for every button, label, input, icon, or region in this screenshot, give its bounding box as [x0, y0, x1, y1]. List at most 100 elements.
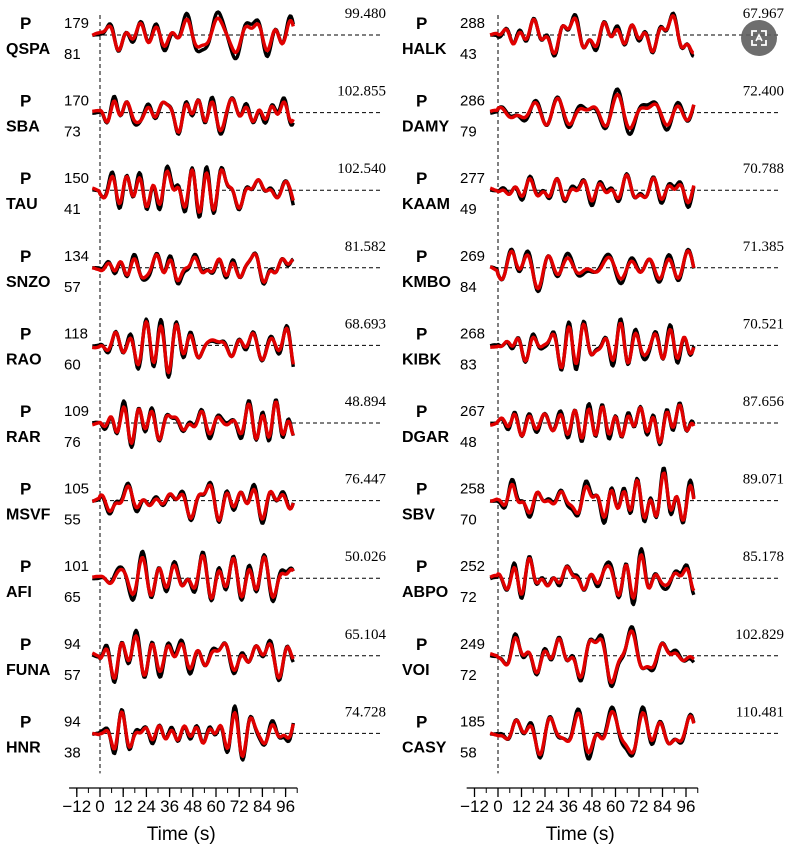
- phase-label: P: [20, 92, 31, 111]
- station-label: MSVF: [6, 507, 51, 524]
- phase-label: P: [416, 14, 427, 33]
- azimuth-value: 105: [64, 481, 89, 498]
- station-label: SNZO: [6, 274, 50, 291]
- phase-label: P: [20, 402, 31, 421]
- station-label: VOI: [402, 662, 430, 679]
- phase-label: P: [416, 402, 427, 421]
- station-label: HALK: [402, 41, 447, 58]
- azimuth-value: 94: [64, 713, 81, 730]
- x-tick-label: 36: [160, 797, 179, 816]
- azimuth-value: 134: [64, 248, 89, 265]
- trace-row-casy: P CASY 185 58 110.481: [402, 704, 784, 761]
- observed-waveform: [489, 625, 696, 689]
- amplitude-value: 48.894: [345, 394, 387, 410]
- amplitude-value: 70.521: [743, 316, 784, 332]
- amplitude-value: 110.481: [736, 704, 784, 720]
- azimuth-value: 269: [460, 248, 485, 265]
- synthetic-waveform: [489, 403, 696, 445]
- synthetic-waveform: [91, 97, 295, 134]
- amplitude-value: 81.582: [345, 239, 386, 255]
- station-label: KIBK: [402, 351, 442, 368]
- x-tick-label: 12: [512, 797, 531, 816]
- station-label: RAO: [6, 351, 42, 368]
- phase-label: P: [20, 247, 31, 266]
- synthetic-waveform: [489, 629, 695, 685]
- azimuth-value: 179: [64, 15, 89, 32]
- amplitude-value: 71.385: [743, 239, 784, 255]
- x-tick-label: 72: [230, 797, 249, 816]
- zoom-expand-icon: [751, 30, 767, 46]
- amplitude-value: 99.480: [345, 6, 386, 22]
- trace-row-voi: P VOI 249 72 102.829: [402, 625, 784, 689]
- x-axis-label: Time (s): [147, 824, 216, 845]
- azimuth-value: 170: [64, 93, 89, 110]
- amplitude-value: 102.540: [337, 161, 386, 177]
- synthetic-waveform: [489, 249, 696, 291]
- phase-label: P: [20, 324, 31, 343]
- zoom-expand-button[interactable]: [741, 20, 777, 56]
- synthetic-waveform: [91, 483, 295, 522]
- azimuth-value: 252: [460, 558, 485, 575]
- x-tick-label: 48: [583, 797, 602, 816]
- phase-label: P: [416, 169, 427, 188]
- distance-value: 73: [64, 124, 81, 141]
- x-tick-label: 36: [559, 797, 578, 816]
- distance-value: 65: [64, 589, 81, 606]
- station-label: SBV: [402, 507, 435, 524]
- phase-label: P: [20, 635, 31, 654]
- phase-label: P: [20, 557, 31, 576]
- x-tick-label: 24: [536, 797, 555, 816]
- distance-value: 72: [460, 589, 477, 606]
- station-label: KMBO: [402, 274, 451, 291]
- trace-row-rar: P RAR 109 76 48.894: [6, 394, 387, 451]
- amplitude-value: 87.656: [743, 394, 785, 410]
- trace-row-funa: P FUNA 94 57 65.104: [6, 627, 387, 684]
- synthetic-waveform: [91, 554, 295, 600]
- x-tick-label: −12: [62, 797, 91, 816]
- azimuth-value: 94: [64, 636, 81, 653]
- azimuth-value: 258: [460, 481, 485, 498]
- synthetic-waveform: [91, 16, 295, 55]
- trace-row-kibk: P KIBK 268 83 70.521: [402, 316, 784, 373]
- azimuth-value: 288: [460, 15, 485, 32]
- amplitude-value: 76.447: [345, 472, 387, 488]
- synthetic-waveform: [91, 634, 295, 680]
- trace-row-sba: P SBA 170 73 102.855: [6, 84, 386, 141]
- synthetic-waveform: [91, 320, 295, 375]
- distance-value: 83: [460, 356, 477, 373]
- phase-label: P: [416, 557, 427, 576]
- azimuth-value: 118: [64, 325, 88, 342]
- trace-row-abpo: P ABPO 252 72 85.178: [402, 547, 784, 606]
- x-tick-label: 0: [95, 797, 104, 816]
- phase-label: P: [20, 480, 31, 499]
- x-tick-label: 0: [493, 797, 502, 816]
- x-tick-label: −12: [460, 797, 489, 816]
- trace-row-sbv: P SBV 258 70 89.071: [402, 466, 784, 529]
- distance-value: 49: [460, 201, 477, 218]
- phase-label: P: [416, 324, 427, 343]
- synthetic-waveform: [91, 400, 295, 445]
- x-tick-label: 84: [653, 797, 672, 816]
- amplitude-value: 72.400: [743, 84, 784, 100]
- phase-label: P: [20, 14, 31, 33]
- azimuth-value: 249: [460, 636, 485, 653]
- synthetic-waveform: [489, 710, 696, 757]
- trace-row-halk: P HALK 288 43 67.967: [402, 6, 785, 63]
- station-label: RAR: [6, 429, 41, 446]
- distance-value: 41: [64, 201, 81, 218]
- x-tick-label: 12: [114, 797, 133, 816]
- station-label: HNR: [6, 739, 41, 756]
- distance-value: 38: [64, 744, 81, 761]
- x-tick-label: 48: [183, 797, 202, 816]
- amplitude-value: 85.178: [743, 549, 784, 565]
- distance-value: 58: [460, 744, 477, 761]
- station-label: KAAM: [402, 196, 450, 213]
- trace-row-rao: P RAO 118 60 68.693: [6, 316, 386, 379]
- trace-row-tau: P TAU 150 41 102.540: [6, 161, 386, 219]
- amplitude-value: 70.788: [743, 161, 784, 177]
- x-tick-label: 84: [253, 797, 272, 816]
- trace-row-afi: P AFI 101 65 50.026: [6, 549, 387, 606]
- synthetic-waveform: [489, 553, 696, 600]
- distance-value: 84: [460, 279, 477, 296]
